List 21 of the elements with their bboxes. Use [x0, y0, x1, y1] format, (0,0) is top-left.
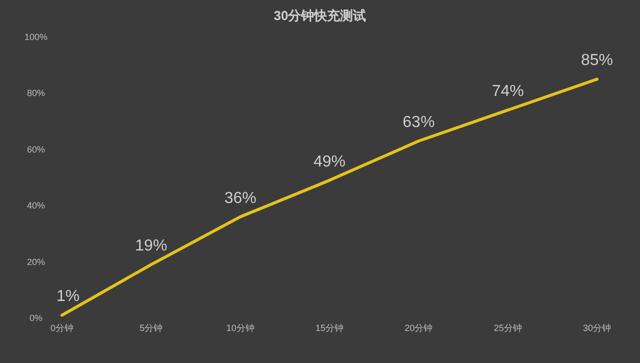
- x-tick-label: 30分钟: [582, 323, 612, 333]
- x-tick-label: 15分钟: [315, 323, 344, 333]
- y-tick-label: 100%: [24, 32, 48, 42]
- y-tick-label: 40%: [26, 200, 46, 211]
- data-label: 63%: [402, 114, 435, 131]
- x-tick-label: 0分钟: [50, 323, 74, 333]
- y-tick-label: 20%: [26, 256, 46, 267]
- data-label: 49%: [313, 153, 346, 170]
- data-label: 85%: [580, 52, 614, 70]
- x-tick-label: 20分钟: [404, 323, 433, 333]
- x-tick-label: 25分钟: [494, 323, 522, 333]
- data-label: 19%: [135, 238, 168, 255]
- data-label: 36%: [224, 190, 256, 207]
- x-tick-label: 10分钟: [226, 323, 254, 333]
- data-label: 74%: [492, 83, 524, 100]
- y-tick-label: 80%: [26, 88, 46, 98]
- y-tick-label: 0%: [29, 313, 43, 323]
- chart-title: 30分钟快充测试: [274, 8, 366, 23]
- data-label: 1%: [56, 288, 80, 306]
- x-tick-label: 5分钟: [140, 323, 163, 333]
- y-tick-label: 60%: [26, 144, 46, 154]
